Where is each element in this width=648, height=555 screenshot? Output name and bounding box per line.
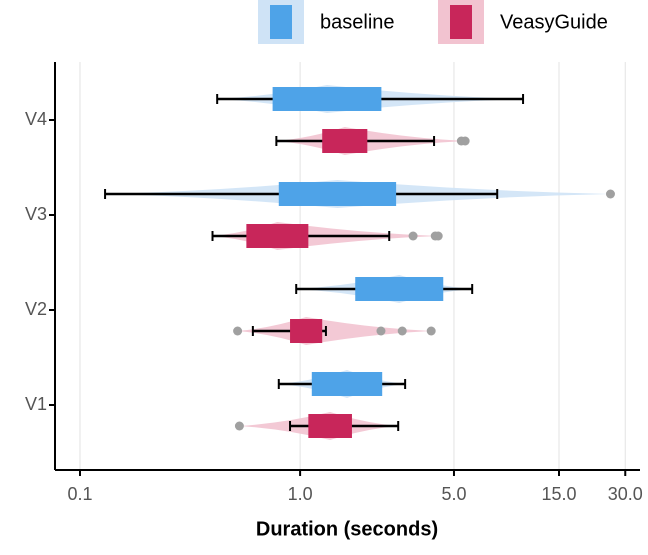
box <box>290 319 323 343</box>
outlier <box>433 231 443 241</box>
box <box>278 182 397 206</box>
box <box>308 414 352 438</box>
box <box>272 87 382 111</box>
outlier <box>408 231 418 241</box>
legend-swatch <box>270 5 292 39</box>
y-tick-label: V3 <box>25 204 47 224</box>
outlier <box>605 189 615 199</box>
box <box>355 277 444 301</box>
x-tick-label: 30.0 <box>608 484 643 504</box>
outlier <box>460 136 470 146</box>
violin <box>237 317 432 345</box>
x-tick-label: 0.1 <box>67 484 92 504</box>
outlier <box>376 326 386 336</box>
outlier <box>426 326 436 336</box>
y-tick-label: V1 <box>25 394 47 414</box>
x-tick-label: 15.0 <box>541 484 576 504</box>
box <box>246 224 309 248</box>
y-tick-label: V2 <box>25 299 47 319</box>
legend-swatch <box>450 5 472 39</box>
x-tick-label: 1.0 <box>288 484 313 504</box>
x-axis-label: Duration (seconds) <box>256 518 438 540</box>
y-tick-label: V4 <box>25 109 47 129</box>
outlier <box>397 326 407 336</box>
outlier <box>233 326 243 336</box>
box <box>322 129 368 153</box>
legend-label: VeasyGuide <box>500 11 608 33</box>
grid <box>79 62 626 470</box>
x-tick-label: 5.0 <box>441 484 466 504</box>
outlier <box>234 421 244 431</box>
legend-label: baseline <box>320 11 395 33</box>
box <box>311 372 383 396</box>
